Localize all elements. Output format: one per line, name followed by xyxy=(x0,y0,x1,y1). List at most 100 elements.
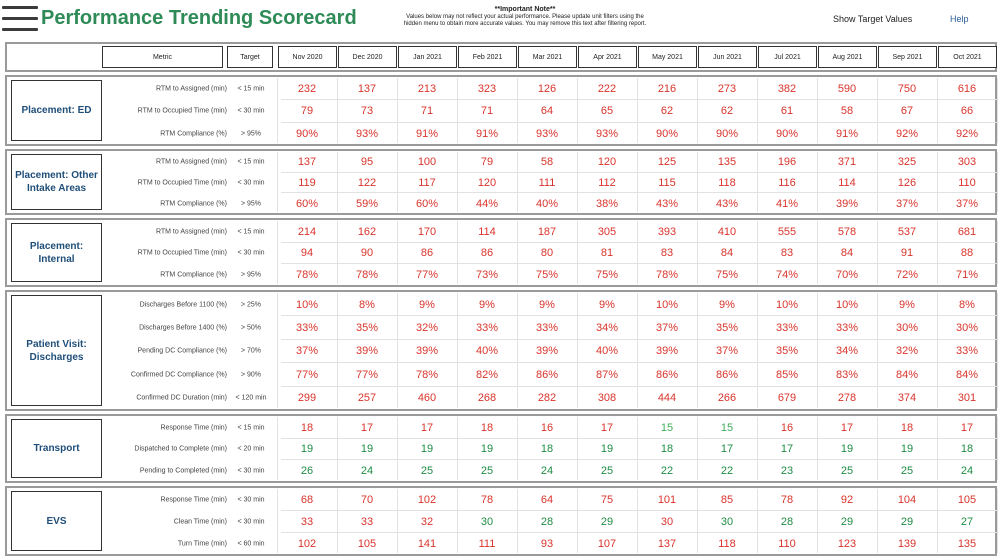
metric-value-cell[interactable]: 33% xyxy=(835,322,859,335)
metric-value-cell[interactable]: 187 xyxy=(537,225,557,238)
metric-value-cell[interactable]: 37% xyxy=(955,197,979,210)
metric-value-cell[interactable]: 15 xyxy=(660,421,674,434)
metric-value-cell[interactable]: 84% xyxy=(955,368,979,381)
metric-value-cell[interactable]: 679 xyxy=(777,392,797,405)
metric-value-cell[interactable]: 19 xyxy=(480,443,494,456)
metric-value-cell[interactable]: 257 xyxy=(357,392,377,405)
metric-value-cell[interactable]: 93 xyxy=(540,538,554,550)
metric-value-cell[interactable]: 34% xyxy=(835,345,859,358)
metric-value-cell[interactable]: 137 xyxy=(297,156,317,169)
metric-value-cell[interactable]: 681 xyxy=(957,225,977,238)
metric-value-cell[interactable]: 75 xyxy=(600,494,614,506)
metric-value-cell[interactable]: 19 xyxy=(900,443,914,456)
metric-value-cell[interactable]: 305 xyxy=(597,225,617,238)
metric-value-cell[interactable]: 616 xyxy=(957,83,977,96)
metric-value-cell[interactable]: 111 xyxy=(478,538,496,550)
metric-value-cell[interactable]: 84% xyxy=(895,368,919,381)
metric-value-cell[interactable]: 83 xyxy=(660,247,674,260)
metric-value-cell[interactable]: 37% xyxy=(655,322,679,335)
metric-value-cell[interactable]: 33% xyxy=(295,322,319,335)
metric-value-cell[interactable]: 10% xyxy=(775,298,799,311)
metric-value-cell[interactable]: 116 xyxy=(778,176,796,189)
metric-value-cell[interactable]: 10% xyxy=(295,298,319,311)
metric-value-cell[interactable]: 112 xyxy=(598,176,616,189)
metric-value-cell[interactable]: 30 xyxy=(480,516,494,528)
metric-value-cell[interactable]: 59% xyxy=(355,197,379,210)
metric-value-cell[interactable]: 393 xyxy=(657,225,677,238)
metric-value-cell[interactable]: 91 xyxy=(900,247,914,260)
metric-value-cell[interactable]: 24 xyxy=(360,465,374,478)
metric-value-cell[interactable]: 43% xyxy=(715,197,739,210)
metric-value-cell[interactable]: 119 xyxy=(298,176,316,189)
metric-value-cell[interactable]: 23 xyxy=(780,465,794,478)
metric-value-cell[interactable]: 111 xyxy=(538,176,556,189)
metric-value-cell[interactable]: 9% xyxy=(899,298,915,311)
metric-value-cell[interactable]: 18 xyxy=(540,443,554,456)
metric-value-cell[interactable]: 60% xyxy=(415,197,439,210)
metric-value-cell[interactable]: 10% xyxy=(835,298,859,311)
metric-value-cell[interactable]: 232 xyxy=(297,83,317,96)
metric-value-cell[interactable]: 33 xyxy=(360,516,374,528)
metric-value-cell[interactable]: 62 xyxy=(660,105,674,118)
metric-value-cell[interactable]: 29 xyxy=(600,516,614,528)
metric-value-cell[interactable]: 28 xyxy=(780,516,794,528)
metric-value-cell[interactable]: 578 xyxy=(837,225,857,238)
metric-value-cell[interactable]: 8% xyxy=(959,298,975,311)
metric-value-cell[interactable]: 29 xyxy=(840,516,854,528)
show-target-values-button[interactable]: Show Target Values xyxy=(833,14,913,24)
metric-value-cell[interactable]: 299 xyxy=(297,392,317,405)
metric-value-cell[interactable]: 93% xyxy=(535,127,559,140)
metric-value-cell[interactable]: 18 xyxy=(660,443,674,456)
metric-value-cell[interactable]: 91% xyxy=(415,127,439,140)
metric-value-cell[interactable]: 25 xyxy=(480,465,494,478)
metric-value-cell[interactable]: 86% xyxy=(715,368,739,381)
metric-value-cell[interactable]: 444 xyxy=(657,392,677,405)
metric-value-cell[interactable]: 30 xyxy=(660,516,674,528)
metric-value-cell[interactable]: 19 xyxy=(600,443,614,456)
metric-value-cell[interactable]: 88 xyxy=(960,247,974,260)
metric-value-cell[interactable]: 382 xyxy=(777,83,797,96)
metric-value-cell[interactable]: 44% xyxy=(475,197,499,210)
metric-value-cell[interactable]: 122 xyxy=(357,176,377,189)
metric-value-cell[interactable]: 9% xyxy=(479,298,495,311)
metric-value-cell[interactable]: 105 xyxy=(357,538,377,550)
metric-value-cell[interactable]: 32% xyxy=(895,345,919,358)
metric-value-cell[interactable]: 39% xyxy=(415,345,439,358)
metric-value-cell[interactable]: 78% xyxy=(415,368,439,381)
metric-value-cell[interactable]: 35% xyxy=(775,345,799,358)
metric-value-cell[interactable]: 125 xyxy=(657,156,677,169)
metric-value-cell[interactable]: 58 xyxy=(540,156,554,169)
metric-value-cell[interactable]: 537 xyxy=(897,225,917,238)
metric-value-cell[interactable]: 79 xyxy=(480,156,494,169)
metric-value-cell[interactable]: 17 xyxy=(360,421,374,434)
metric-value-cell[interactable]: 37% xyxy=(895,197,919,210)
metric-value-cell[interactable]: 35% xyxy=(715,322,739,335)
metric-value-cell[interactable]: 105 xyxy=(957,494,977,506)
metric-value-cell[interactable]: 29 xyxy=(900,516,914,528)
metric-value-cell[interactable]: 273 xyxy=(717,83,737,96)
metric-value-cell[interactable]: 77% xyxy=(355,368,379,381)
metric-value-cell[interactable]: 117 xyxy=(418,176,436,189)
metric-value-cell[interactable]: 17 xyxy=(840,421,854,434)
metric-value-cell[interactable]: 91% xyxy=(835,127,859,140)
metric-value-cell[interactable]: 9% xyxy=(599,298,615,311)
metric-value-cell[interactable]: 33% xyxy=(775,322,799,335)
metric-value-cell[interactable]: 86 xyxy=(420,247,434,260)
metric-value-cell[interactable]: 162 xyxy=(357,225,377,238)
metric-value-cell[interactable]: 460 xyxy=(417,392,437,405)
metric-value-cell[interactable]: 115 xyxy=(658,176,676,189)
metric-value-cell[interactable]: 86% xyxy=(535,368,559,381)
metric-value-cell[interactable]: 24 xyxy=(960,465,974,478)
metric-value-cell[interactable]: 40% xyxy=(595,345,619,358)
metric-value-cell[interactable]: 70 xyxy=(360,494,374,506)
metric-value-cell[interactable]: 82% xyxy=(475,368,499,381)
metric-value-cell[interactable]: 39% xyxy=(355,345,379,358)
metric-value-cell[interactable]: 100 xyxy=(417,156,437,169)
metric-value-cell[interactable]: 75% xyxy=(595,269,619,282)
metric-value-cell[interactable]: 30 xyxy=(720,516,734,528)
metric-value-cell[interactable]: 30% xyxy=(895,322,919,335)
metric-value-cell[interactable]: 139 xyxy=(897,538,917,550)
metric-value-cell[interactable]: 71 xyxy=(480,105,494,118)
metric-value-cell[interactable]: 71 xyxy=(420,105,434,118)
metric-value-cell[interactable]: 70% xyxy=(835,269,859,282)
